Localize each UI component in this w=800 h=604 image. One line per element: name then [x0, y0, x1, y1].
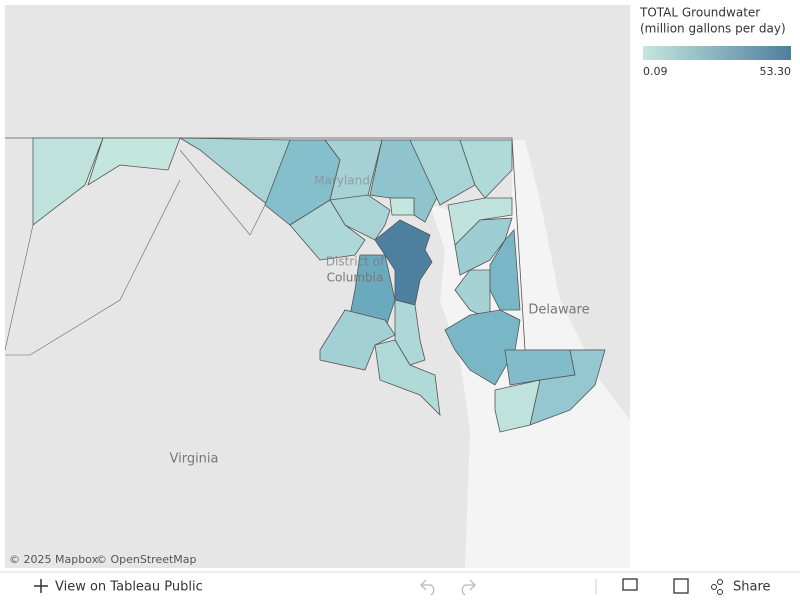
legend-max: 53.30	[760, 65, 792, 78]
download-button[interactable]	[622, 578, 638, 591]
icon	[711, 584, 717, 590]
legend-title: TOTAL Groundwater	[639, 6, 760, 20]
attribution: © OpenStreetMap	[96, 553, 197, 566]
county	[494, 379, 541, 433]
counties	[32, 137, 606, 433]
toolbar: View on Tableau Public Share	[0, 571, 800, 596]
county	[529, 349, 606, 426]
county	[374, 339, 441, 417]
view-button[interactable]: View on Tableau Public	[34, 579, 203, 595]
county	[374, 219, 433, 306]
legend-title: (million gallons per day)	[640, 22, 786, 36]
county	[87, 137, 181, 186]
share-button[interactable]: Share	[711, 579, 771, 595]
share-label[interactable]: Share	[733, 580, 771, 595]
virginia-borders	[4, 149, 266, 356]
legend-ramp	[643, 46, 791, 60]
undo-button[interactable]	[420, 579, 435, 596]
map-label: Delaware	[528, 303, 589, 318]
view-label[interactable]: View on Tableau Public	[55, 580, 203, 595]
county	[454, 269, 491, 321]
map-label: Columbia	[327, 271, 384, 285]
map-label: Maryland	[314, 174, 370, 188]
redo-button[interactable]	[461, 579, 476, 596]
county	[319, 309, 396, 371]
county	[32, 137, 104, 226]
attribution: © 2025 Mapbox	[9, 553, 99, 566]
county	[459, 139, 513, 199]
legend-min: 0.09	[643, 65, 668, 78]
legend: TOTAL Groundwater (million gallons per d…	[639, 6, 792, 78]
icon	[717, 589, 723, 595]
map-label: Virginia	[169, 452, 218, 467]
county	[178, 137, 291, 206]
fullscreen-button[interactable]	[673, 578, 689, 594]
county	[289, 199, 366, 261]
icon	[717, 579, 723, 585]
icon	[34, 579, 48, 593]
county	[489, 229, 521, 311]
map-label: District of	[326, 255, 385, 269]
map: Maryland District of Columbia Delaware V…	[4, 5, 630, 568]
county	[389, 197, 415, 216]
